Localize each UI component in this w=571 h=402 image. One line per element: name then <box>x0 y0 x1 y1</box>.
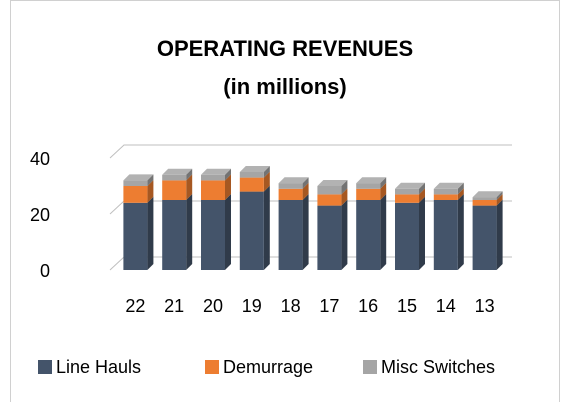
y-tick-label: 40 <box>30 149 50 169</box>
bar-top <box>433 182 464 189</box>
chart-subtitle: (in millions) <box>223 74 346 99</box>
bar <box>162 180 187 200</box>
x-tick-label: 16 <box>358 296 378 316</box>
bar-side <box>419 188 425 203</box>
bar-side <box>225 168 231 181</box>
bar <box>356 200 381 270</box>
x-tick-label: 22 <box>125 296 145 316</box>
bar <box>239 177 264 192</box>
bar-side <box>496 194 503 206</box>
bar-side <box>147 174 154 186</box>
bar-side <box>263 171 270 192</box>
x-tick-label: 15 <box>397 296 417 316</box>
bar <box>239 172 264 178</box>
bar-side <box>225 194 231 270</box>
bar-side <box>419 182 425 195</box>
bar <box>395 194 419 203</box>
bar-top <box>162 168 193 175</box>
bar-top <box>356 177 387 184</box>
bar-side <box>341 180 348 195</box>
bar-side <box>147 196 154 270</box>
bar <box>356 183 381 189</box>
bar-side <box>380 177 387 189</box>
bar <box>433 200 458 270</box>
legend-swatch <box>363 360 377 374</box>
bar-side <box>341 199 348 270</box>
y-tick-label: 0 <box>40 261 50 281</box>
bar <box>317 205 342 270</box>
bar-side <box>496 191 503 200</box>
bar-side <box>302 194 309 270</box>
legend-label: Line Hauls <box>56 357 141 377</box>
bar <box>201 180 225 200</box>
bar-side <box>457 194 464 270</box>
bar-side <box>380 194 387 270</box>
x-tick-label: 20 <box>203 296 223 316</box>
bar <box>162 174 187 181</box>
bar-side <box>302 177 309 189</box>
bar-side <box>225 174 231 200</box>
bar <box>317 194 342 206</box>
bar-side <box>263 185 270 270</box>
bar <box>433 194 458 200</box>
bar-top <box>395 182 425 189</box>
bar-top <box>239 166 270 172</box>
bar <box>278 188 303 200</box>
bar <box>472 205 497 270</box>
x-tick-label: 17 <box>319 296 339 316</box>
x-tick-label: 18 <box>281 296 301 316</box>
bar-side <box>457 188 464 200</box>
bar <box>123 180 148 186</box>
bar <box>123 186 148 203</box>
bar-side <box>380 182 387 200</box>
legend-swatch <box>205 360 219 374</box>
legend-swatch <box>38 360 52 374</box>
bar <box>123 202 148 270</box>
x-tick-label: 21 <box>164 296 184 316</box>
x-tick-label: 14 <box>436 296 456 316</box>
bar <box>395 202 419 270</box>
bar <box>201 200 225 270</box>
chart-title: OPERATING REVENUES <box>157 36 413 61</box>
legend-label: Misc Switches <box>381 357 495 377</box>
bar <box>317 186 342 195</box>
bar <box>472 200 497 206</box>
bar <box>472 197 497 200</box>
bar-top <box>317 180 348 186</box>
bar <box>433 188 458 195</box>
bar-top <box>472 191 503 198</box>
legend-label: Demurrage <box>223 357 313 377</box>
bar-side <box>263 166 270 178</box>
bar-side <box>147 180 154 203</box>
bar-side <box>186 194 193 270</box>
bar-side <box>419 196 425 270</box>
bar-top <box>201 168 231 175</box>
bar-side <box>186 174 193 200</box>
bar <box>162 200 187 270</box>
bar-side <box>186 168 193 181</box>
bar-top <box>278 177 309 184</box>
grid-line <box>109 144 512 159</box>
bar-side <box>496 199 503 270</box>
bar <box>239 191 264 270</box>
bar <box>395 188 419 195</box>
bar-top <box>123 174 154 181</box>
y-tick-label: 20 <box>30 205 50 225</box>
bar <box>356 188 381 200</box>
bar-side <box>457 182 464 195</box>
bar <box>278 183 303 189</box>
bar <box>201 174 225 181</box>
x-tick-label: 13 <box>475 296 495 316</box>
bar-side <box>341 188 348 206</box>
bar-side <box>302 182 309 200</box>
x-tick-label: 19 <box>242 296 262 316</box>
chart-border <box>10 0 560 402</box>
bar <box>278 200 303 270</box>
